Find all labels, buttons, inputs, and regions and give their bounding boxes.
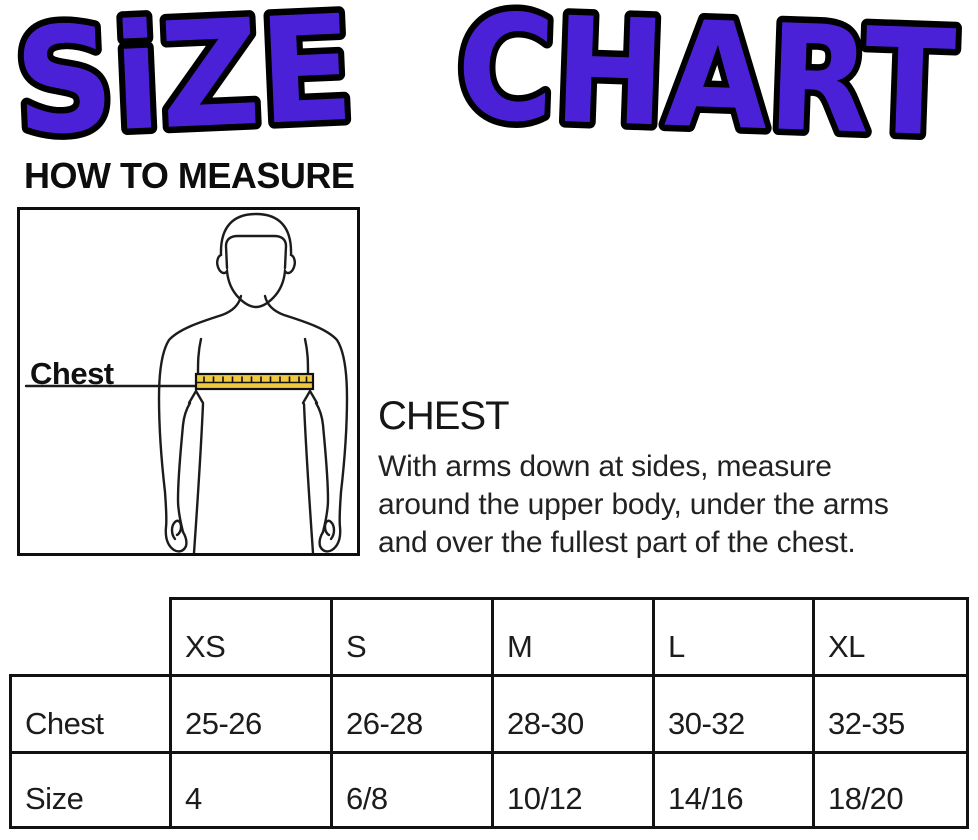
head-outline: [216, 212, 296, 309]
row-label-size: Size: [9, 751, 172, 829]
cell-chest-s: 26-28: [330, 674, 494, 754]
right-inner-arm: [314, 401, 330, 534]
table-row-chest: Chest 25-26 26-28 28-30 30-32 32-35: [9, 674, 969, 754]
right-armpit: [301, 388, 319, 405]
chest-instructions-line3: and over the fullest part of the chest.: [378, 526, 856, 559]
title-word-chart: CHART: [454, 0, 958, 152]
left-chest-side: [196, 337, 203, 375]
chest-instructions-line2: around the upper body, under the arms: [378, 488, 889, 521]
column-header-l: L: [652, 597, 815, 677]
table-blank-corner: [10, 598, 171, 676]
tape-ticks: [203, 376, 308, 382]
cell-size-xs: 4: [169, 751, 333, 829]
left-armpit: [187, 388, 205, 405]
cell-size-s: 6/8: [330, 751, 494, 829]
how-to-measure-heading: HOW TO MEASURE: [24, 155, 355, 196]
tape-band: [194, 372, 315, 391]
torso-illustration: [24, 212, 349, 553]
size-chart-title: SiZE CHART: [5, 0, 964, 152]
column-header-m: M: [491, 597, 655, 677]
right-torso-side: [302, 402, 315, 553]
cell-chest-xs: 25-26: [169, 674, 333, 754]
cell-size-m: 10/12: [491, 751, 655, 829]
cell-chest-xl: 32-35: [812, 674, 969, 754]
row-label-chest: Chest: [9, 674, 172, 754]
hairline: [224, 234, 288, 270]
column-header-s: S: [330, 597, 494, 677]
chest-instructions: With arms down at sides, measure around …: [378, 448, 889, 562]
measuring-tape: [194, 372, 315, 391]
left-arm-outline: [157, 294, 243, 553]
right-arm-outline: [263, 294, 349, 553]
right-chest-side: [303, 337, 310, 375]
size-chart-table: XS S M L XL Chest 25-26 26-28 28-30 30-3…: [9, 597, 969, 829]
title-text-group: SiZE CHART: [5, 0, 964, 152]
measurement-figure-box: Chest: [17, 207, 360, 556]
column-header-xl: XL: [812, 597, 969, 677]
figure-chest-label: Chest: [30, 356, 114, 391]
cell-size-xl: 18/20: [812, 751, 969, 829]
cell-size-l: 14/16: [652, 751, 815, 829]
cell-chest-l: 30-32: [652, 674, 815, 754]
chest-section-heading: CHEST: [378, 394, 510, 438]
right-thumb: [323, 519, 336, 541]
chest-instructions-line1: With arms down at sides, measure: [378, 450, 832, 483]
left-inner-arm: [176, 401, 192, 534]
left-thumb: [170, 519, 183, 541]
cell-chest-m: 28-30: [491, 674, 655, 754]
column-header-xs: XS: [169, 597, 333, 677]
table-row-size: Size 4 6/8 10/12 14/16 18/20: [9, 751, 969, 829]
left-torso-side: [192, 402, 205, 553]
title-word-size: SiZE: [11, 0, 356, 152]
table-header-row: XS S M L XL: [10, 597, 969, 677]
